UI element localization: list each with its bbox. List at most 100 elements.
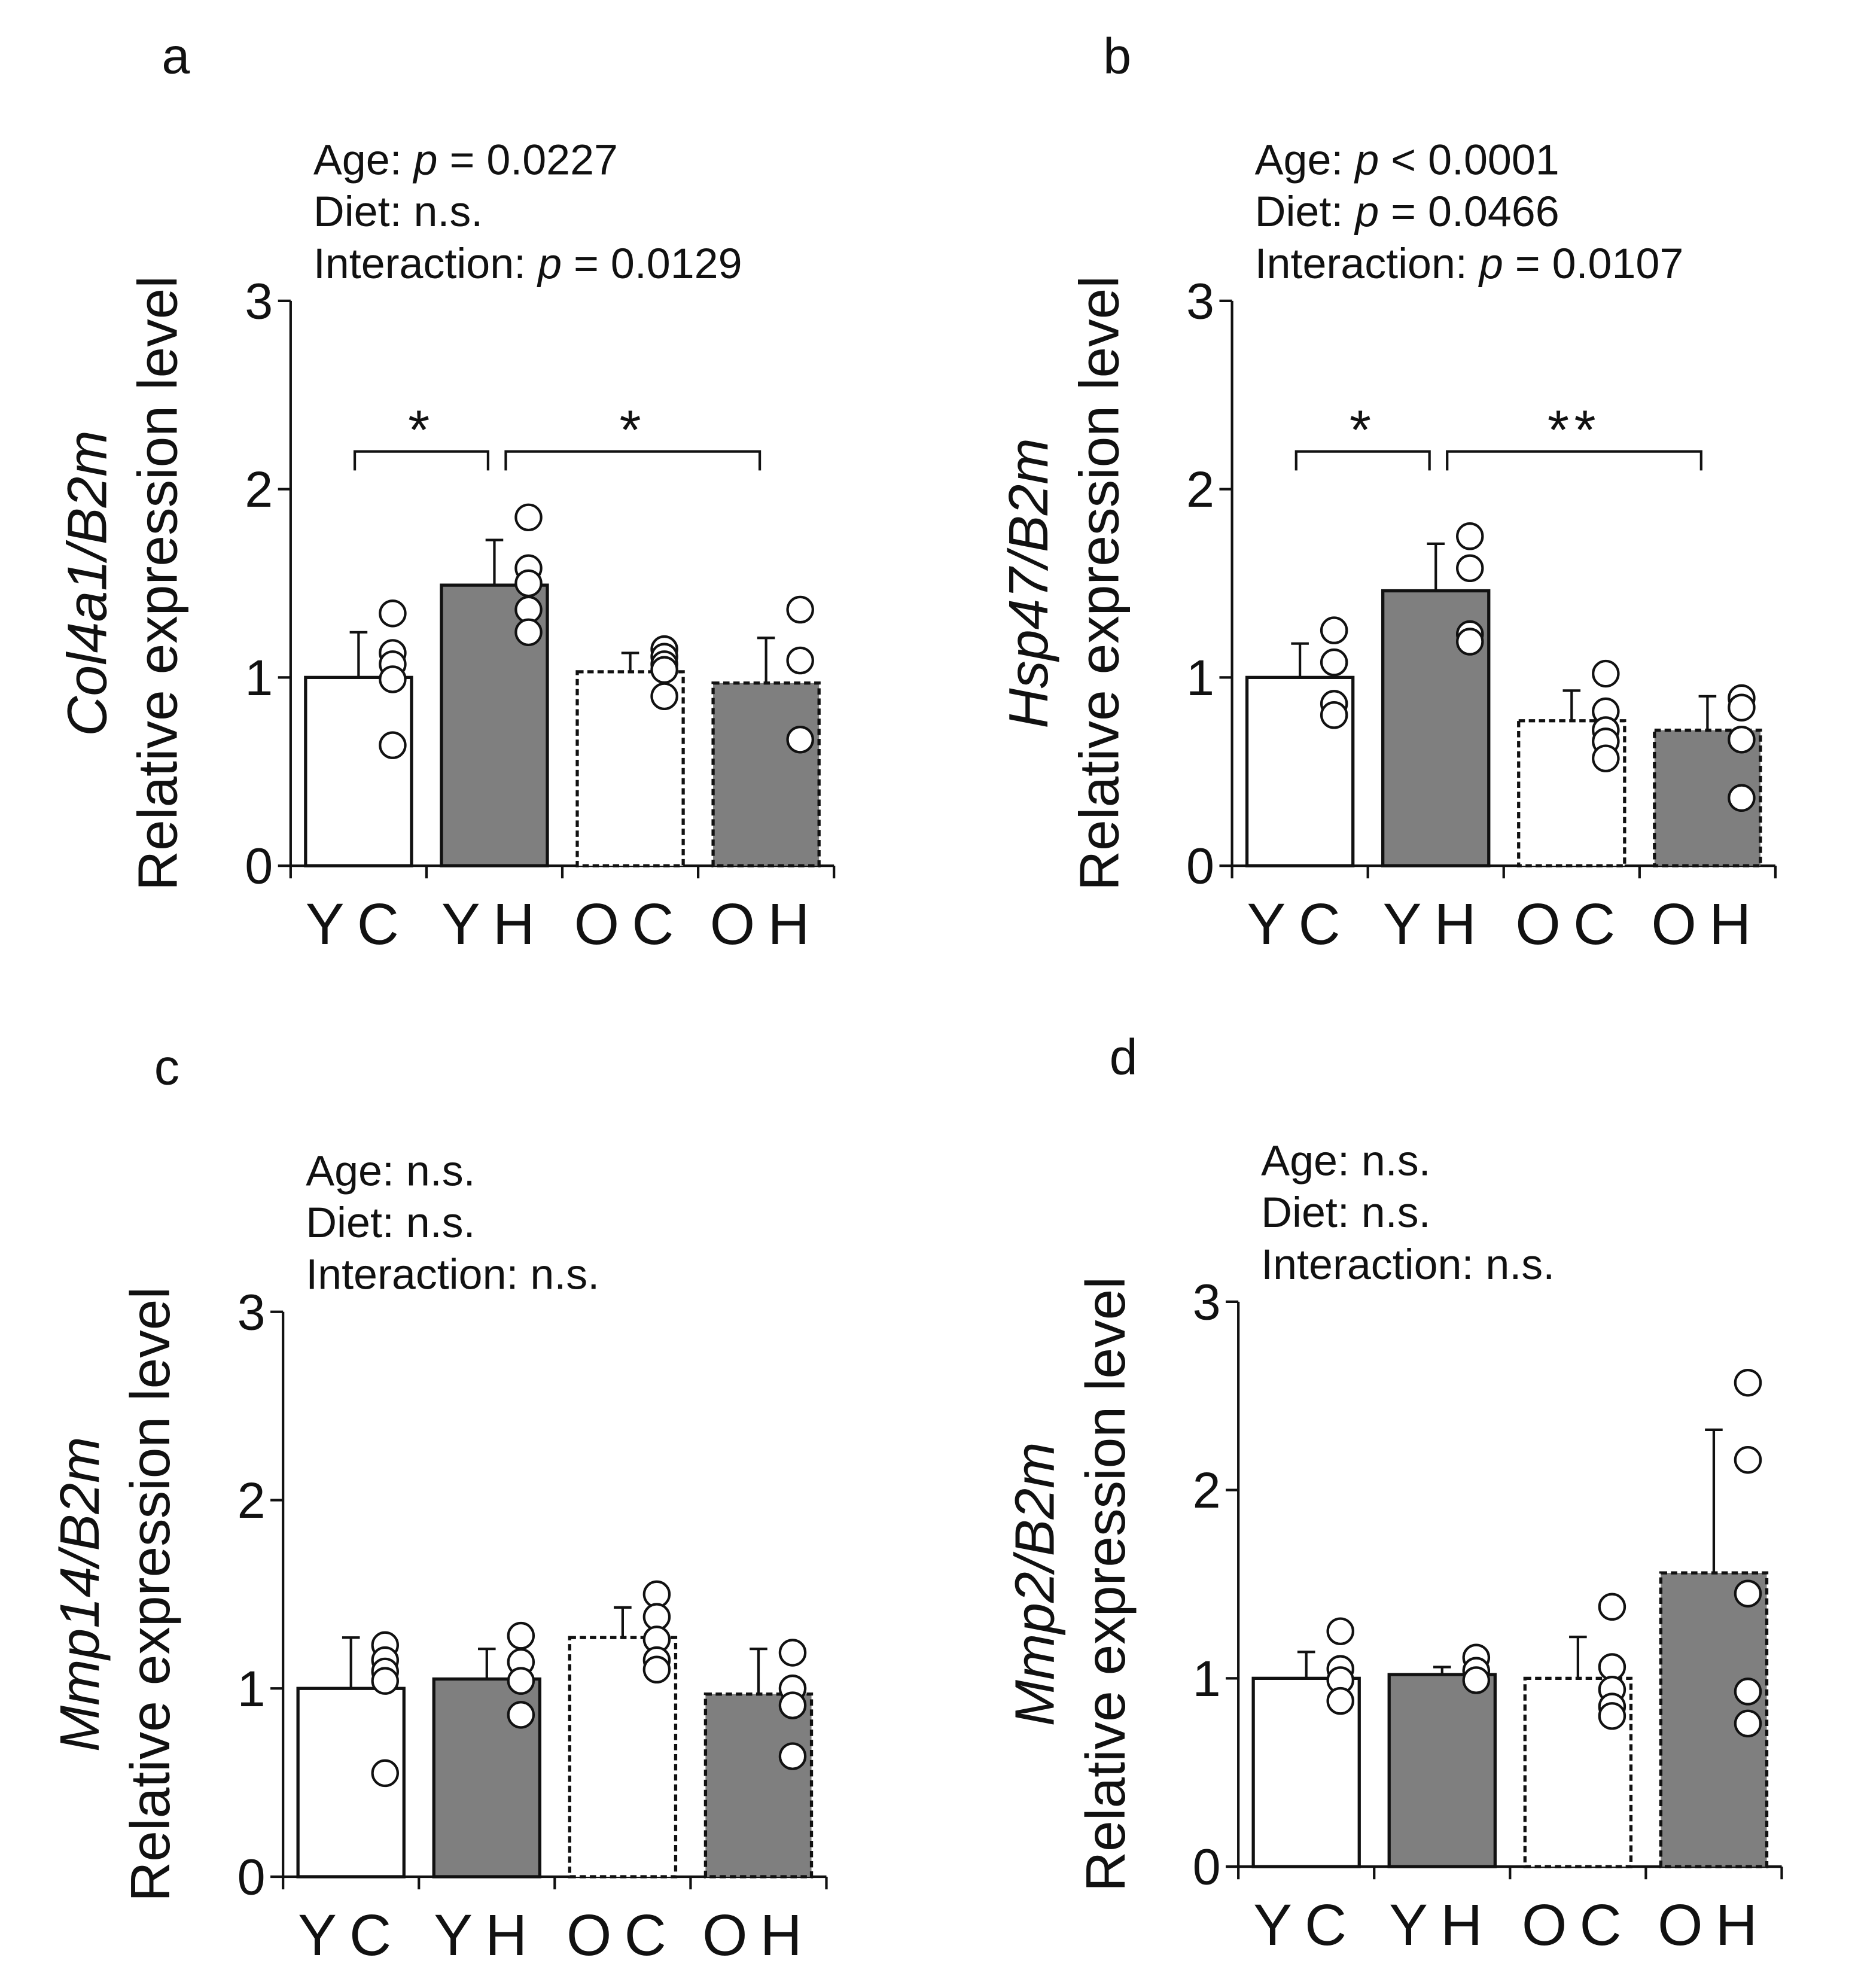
x-tick-label: YC (1247, 891, 1353, 957)
data-point (1734, 1709, 1762, 1738)
x-tick-label: OH (1651, 891, 1763, 957)
x-tick-label: YC (306, 891, 412, 957)
data-point (1462, 1666, 1491, 1694)
x-tick-label: OC (574, 891, 687, 957)
data-point (642, 1655, 671, 1684)
stats-line: Diet: p = 0.0466 (1255, 188, 1559, 236)
data-point (1728, 725, 1756, 754)
data-point (514, 503, 543, 532)
y-axis-gene: Mmp2/B2m (1004, 1442, 1066, 1726)
bar (1387, 1673, 1497, 1868)
y-tick-label: 3 (245, 273, 273, 329)
x-tick-label: YH (441, 891, 547, 957)
x-tick-label: OC (1515, 891, 1628, 957)
data-point (1734, 1579, 1762, 1608)
data-point (1734, 1368, 1762, 1397)
data-point (507, 1667, 535, 1695)
data-point (371, 1667, 399, 1695)
data-point (778, 1742, 807, 1770)
panel-letter: a (162, 28, 190, 84)
x-tick-label: YH (434, 1902, 540, 1968)
stats-line: Diet: n.s. (313, 188, 483, 236)
stats-line: Diet: n.s. (306, 1199, 475, 1247)
data-point (778, 1639, 807, 1667)
y-tick-label: 0 (1186, 838, 1214, 894)
panel-letter: d (1110, 1029, 1138, 1085)
panel-letter: c (154, 1039, 179, 1095)
bar (711, 681, 821, 867)
panel-letter: b (1103, 28, 1131, 84)
stats-line: Age: p < 0.0001 (1255, 136, 1559, 184)
data-point (379, 599, 407, 628)
x-tick-label: OC (1522, 1892, 1634, 1957)
y-axis-label: Relative expression level (119, 1287, 181, 1902)
significance-label: * (1350, 398, 1376, 461)
data-point (1728, 784, 1756, 812)
x-tick-label: YH (1389, 1892, 1495, 1957)
data-point (1456, 554, 1484, 583)
significance-label: ** (1548, 398, 1601, 461)
data-point (1728, 693, 1756, 721)
stats-line: Interaction: p = 0.0107 (1255, 240, 1684, 288)
data-point (1734, 1446, 1762, 1474)
y-tick-label: 0 (237, 1849, 266, 1905)
data-point (1326, 1617, 1354, 1645)
x-tick-label: YC (298, 1902, 404, 1968)
data-point (514, 618, 543, 647)
significance-bracket (1446, 450, 1702, 471)
data-point (786, 595, 814, 624)
stats-line: Interaction: p = 0.0129 (313, 240, 742, 288)
y-axis-gene: Hsp47/B2m (997, 438, 1059, 729)
y-tick-label: 2 (237, 1472, 266, 1529)
data-point (1734, 1678, 1762, 1706)
data-point (507, 1701, 535, 1729)
data-point (1320, 701, 1348, 729)
stats-line: Interaction: n.s. (306, 1251, 599, 1299)
y-axis-gene: Col4a1/B2m (56, 430, 118, 736)
y-tick-label: 2 (1193, 1462, 1221, 1518)
y-axis-gene: Mmp14/B2m (48, 1436, 111, 1752)
y-axis-label: Relative expression level (1068, 276, 1130, 891)
bar (304, 675, 413, 867)
data-point (1598, 1702, 1626, 1730)
y-tick-label: 1 (237, 1661, 266, 1717)
stats-line: Age: n.s. (1261, 1137, 1430, 1185)
y-tick-label: 2 (1186, 461, 1214, 517)
data-point (1456, 628, 1484, 656)
data-point (371, 1759, 399, 1788)
y-tick-label: 1 (1193, 1651, 1221, 1707)
data-point (1592, 744, 1620, 772)
y-axis-label: Relative expression level (1074, 1277, 1137, 1892)
bar (703, 1692, 814, 1879)
y-tick-label: 0 (1193, 1839, 1221, 1895)
y-tick-label: 3 (237, 1284, 266, 1340)
data-point (1598, 1593, 1626, 1621)
significance-bracket (1294, 450, 1431, 471)
y-tick-label: 3 (1186, 273, 1214, 329)
data-point (786, 646, 814, 675)
data-point (778, 1691, 807, 1719)
x-tick-label: OC (566, 1902, 679, 1968)
y-tick-label: 3 (1193, 1274, 1221, 1330)
significance-bracket (504, 450, 762, 471)
data-point (379, 665, 407, 693)
data-point (786, 725, 814, 754)
stats-line: Age: p = 0.0227 (313, 136, 618, 184)
data-point (507, 1621, 535, 1650)
data-point (1456, 522, 1484, 550)
y-tick-label: 0 (245, 838, 273, 894)
data-point (1592, 659, 1620, 688)
significance-label: * (408, 398, 435, 461)
x-tick-label: YC (1253, 1892, 1359, 1957)
y-tick-label: 2 (245, 461, 273, 517)
significance-bracket (353, 450, 490, 471)
significance-label: * (619, 398, 646, 461)
x-tick-label: OH (710, 891, 823, 957)
data-point (1320, 648, 1348, 677)
y-tick-label: 1 (1186, 650, 1214, 706)
data-point (1320, 616, 1348, 644)
stats-line: Diet: n.s. (1261, 1189, 1430, 1237)
data-point (650, 656, 678, 684)
data-point (1326, 1686, 1354, 1715)
y-tick-label: 1 (245, 650, 273, 706)
